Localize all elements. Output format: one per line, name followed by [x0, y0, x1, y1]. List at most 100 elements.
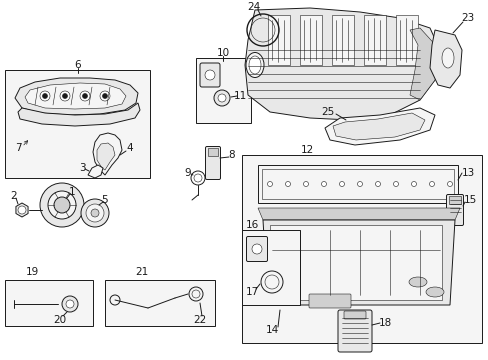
Circle shape: [251, 244, 262, 254]
Circle shape: [285, 181, 290, 186]
Text: 7: 7: [15, 143, 21, 153]
Bar: [363, 15, 385, 65]
Circle shape: [393, 181, 398, 186]
Bar: [5, 280, 93, 326]
Circle shape: [428, 181, 434, 186]
Circle shape: [62, 296, 78, 312]
Circle shape: [447, 181, 451, 186]
Text: 2: 2: [11, 191, 17, 201]
Circle shape: [102, 94, 107, 99]
Text: 23: 23: [461, 13, 474, 23]
Text: 8: 8: [228, 150, 235, 160]
Text: 13: 13: [461, 168, 474, 178]
FancyBboxPatch shape: [308, 294, 350, 308]
FancyBboxPatch shape: [343, 311, 365, 319]
Text: 18: 18: [378, 318, 391, 328]
Circle shape: [86, 204, 104, 222]
Bar: [258, 165, 457, 203]
Circle shape: [375, 181, 380, 186]
Text: 3: 3: [79, 163, 85, 173]
Text: 16: 16: [245, 220, 258, 230]
Circle shape: [91, 209, 99, 217]
Text: 10: 10: [216, 48, 229, 58]
Polygon shape: [332, 113, 424, 140]
Circle shape: [303, 181, 308, 186]
Bar: [5, 70, 150, 178]
Text: 22: 22: [193, 315, 206, 325]
Text: 14: 14: [265, 325, 278, 335]
Text: 6: 6: [75, 60, 81, 70]
Circle shape: [60, 91, 70, 101]
Bar: [448, 196, 460, 204]
Circle shape: [194, 174, 202, 182]
Bar: [242, 230, 299, 305]
Circle shape: [54, 197, 70, 213]
Ellipse shape: [245, 53, 264, 77]
Polygon shape: [88, 165, 103, 178]
Bar: [242, 155, 481, 343]
Circle shape: [218, 94, 225, 102]
Text: 19: 19: [25, 267, 39, 277]
Circle shape: [40, 91, 50, 101]
Text: 4: 4: [126, 143, 133, 153]
Ellipse shape: [248, 56, 261, 74]
Bar: [267, 15, 289, 65]
Circle shape: [82, 94, 87, 99]
Circle shape: [40, 183, 84, 227]
Polygon shape: [93, 133, 122, 175]
Polygon shape: [263, 220, 454, 305]
Text: 12: 12: [300, 145, 313, 155]
Circle shape: [42, 94, 47, 99]
Circle shape: [357, 181, 362, 186]
Circle shape: [80, 91, 90, 101]
Polygon shape: [244, 8, 439, 120]
Text: 15: 15: [463, 195, 476, 205]
Circle shape: [81, 199, 109, 227]
Polygon shape: [16, 203, 28, 217]
Text: 11: 11: [233, 91, 246, 101]
Polygon shape: [429, 30, 461, 88]
FancyBboxPatch shape: [246, 237, 267, 261]
Circle shape: [204, 70, 215, 80]
FancyBboxPatch shape: [200, 63, 220, 87]
Text: 24: 24: [247, 2, 260, 12]
Polygon shape: [258, 208, 459, 220]
Circle shape: [411, 181, 416, 186]
Text: 21: 21: [135, 267, 148, 277]
Circle shape: [339, 181, 344, 186]
Bar: [105, 280, 215, 326]
Circle shape: [191, 171, 204, 185]
FancyBboxPatch shape: [205, 147, 220, 180]
Bar: [331, 15, 353, 65]
Bar: [269, 225, 441, 300]
Circle shape: [321, 181, 326, 186]
Polygon shape: [409, 28, 439, 100]
Polygon shape: [97, 143, 115, 170]
Polygon shape: [18, 103, 140, 126]
Circle shape: [48, 191, 76, 219]
Bar: [196, 58, 250, 123]
Ellipse shape: [408, 277, 426, 287]
Polygon shape: [325, 108, 434, 145]
Ellipse shape: [425, 287, 443, 297]
Text: 20: 20: [53, 315, 66, 325]
Text: 9: 9: [184, 168, 191, 178]
Bar: [262, 169, 453, 199]
Bar: [395, 15, 417, 65]
Polygon shape: [25, 83, 126, 109]
Bar: [299, 15, 321, 65]
Circle shape: [100, 91, 110, 101]
Bar: [207, 148, 218, 156]
Ellipse shape: [441, 48, 453, 68]
FancyBboxPatch shape: [446, 194, 463, 225]
Polygon shape: [15, 78, 138, 115]
Circle shape: [66, 300, 74, 308]
Circle shape: [62, 94, 67, 99]
FancyBboxPatch shape: [337, 310, 371, 352]
Circle shape: [214, 90, 229, 106]
Text: 17: 17: [245, 287, 258, 297]
Text: 1: 1: [68, 187, 75, 197]
Circle shape: [267, 181, 272, 186]
Text: 5: 5: [102, 195, 108, 205]
Circle shape: [18, 206, 26, 214]
